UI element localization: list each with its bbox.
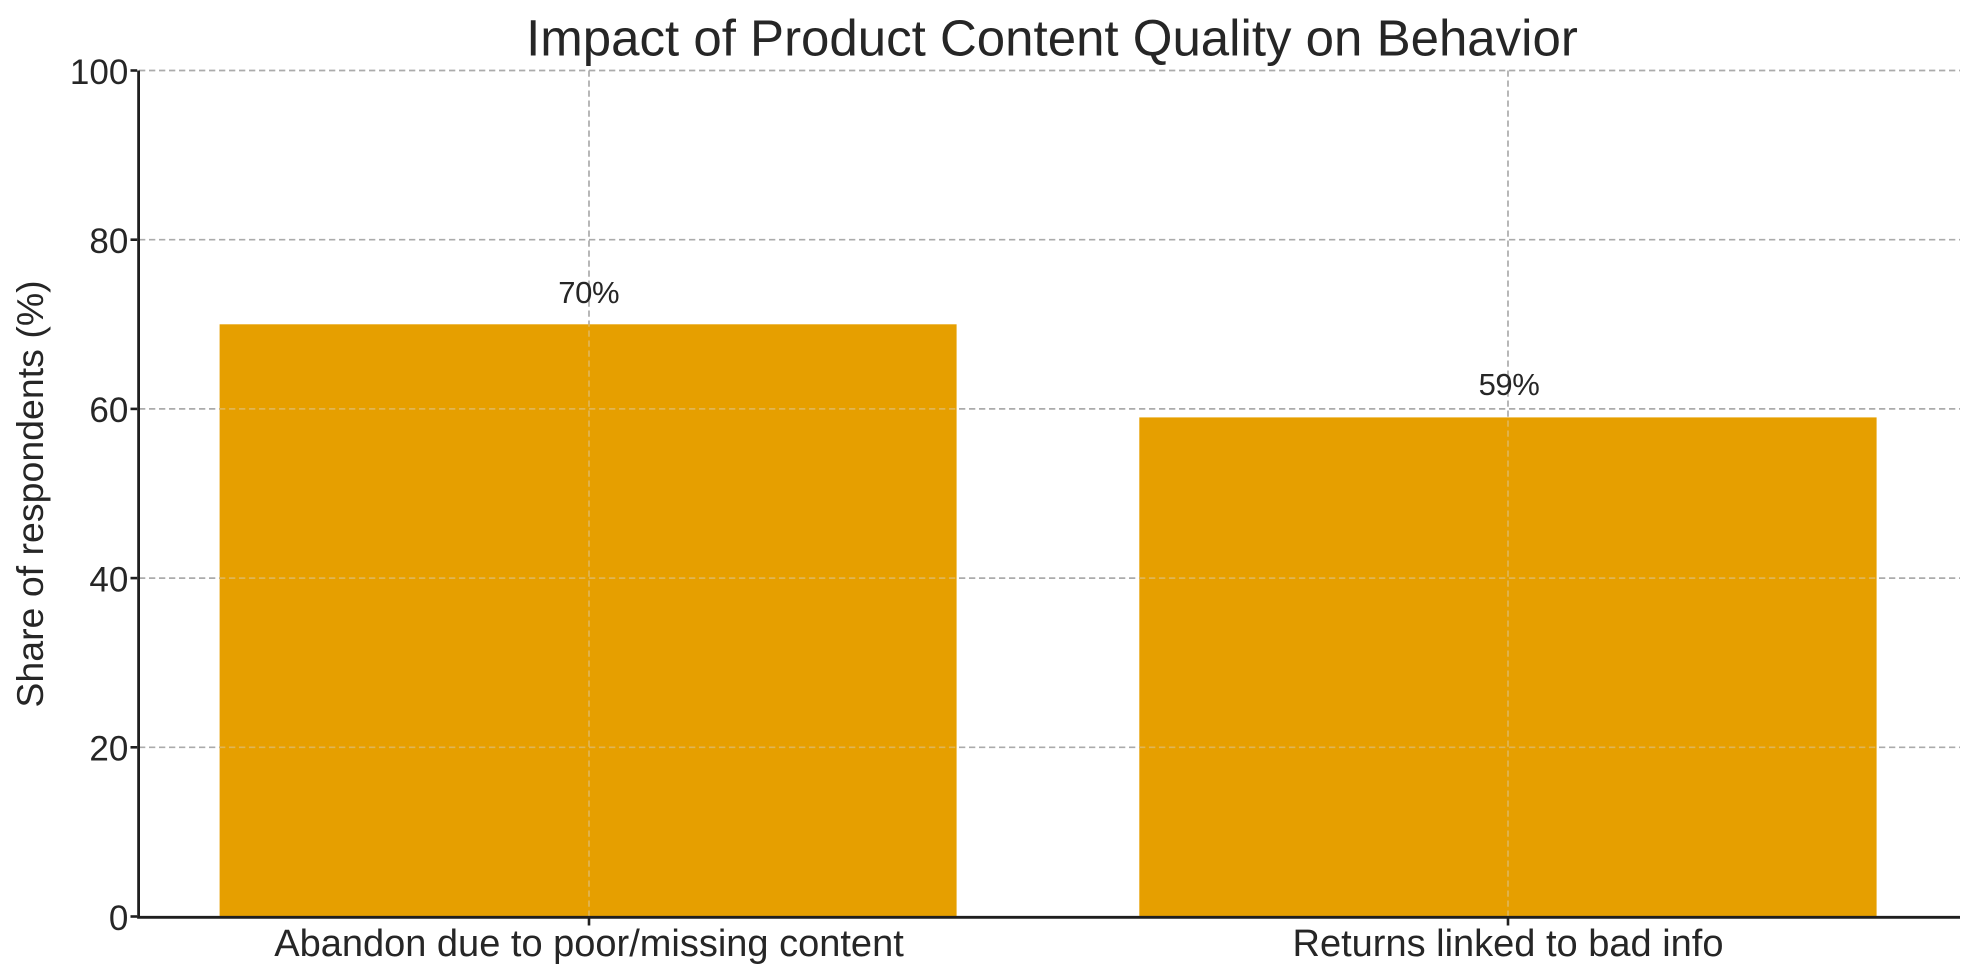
svg-text:100: 100 [70,53,128,92]
svg-text:70%: 70% [558,275,619,310]
svg-text:Abandon due to poor/missing co: Abandon due to poor/missing content [274,923,904,965]
svg-text:Impact of Product Content Qual: Impact of Product Content Quality on Beh… [526,10,1578,67]
svg-text:20: 20 [89,730,128,769]
svg-text:59%: 59% [1479,367,1540,402]
svg-text:Returns linked to bad info: Returns linked to bad info [1293,923,1724,965]
svg-text:Share of respondents (%): Share of respondents (%) [9,280,51,707]
svg-text:0: 0 [109,899,128,938]
svg-text:60: 60 [89,391,128,430]
svg-text:40: 40 [89,560,128,599]
svg-text:80: 80 [89,222,128,261]
